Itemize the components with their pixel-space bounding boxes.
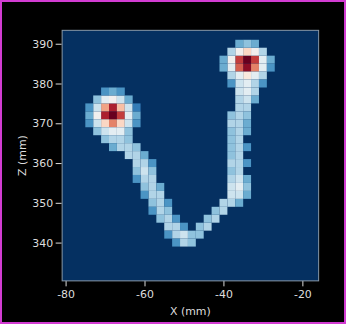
svg-text:-60: -60 (136, 288, 154, 301)
svg-text:-20: -20 (294, 288, 312, 301)
svg-text:350: 350 (32, 197, 53, 210)
svg-text:Z (mm): Z (mm) (16, 135, 29, 176)
svg-text:360: 360 (32, 157, 53, 170)
svg-text:390: 390 (32, 38, 53, 51)
svg-text:-80: -80 (57, 288, 75, 301)
svg-text:380: 380 (32, 78, 53, 91)
svg-text:340: 340 (32, 237, 53, 250)
svg-text:370: 370 (32, 117, 53, 130)
svg-text:-40: -40 (215, 288, 233, 301)
svg-text:X (mm): X (mm) (170, 305, 211, 318)
